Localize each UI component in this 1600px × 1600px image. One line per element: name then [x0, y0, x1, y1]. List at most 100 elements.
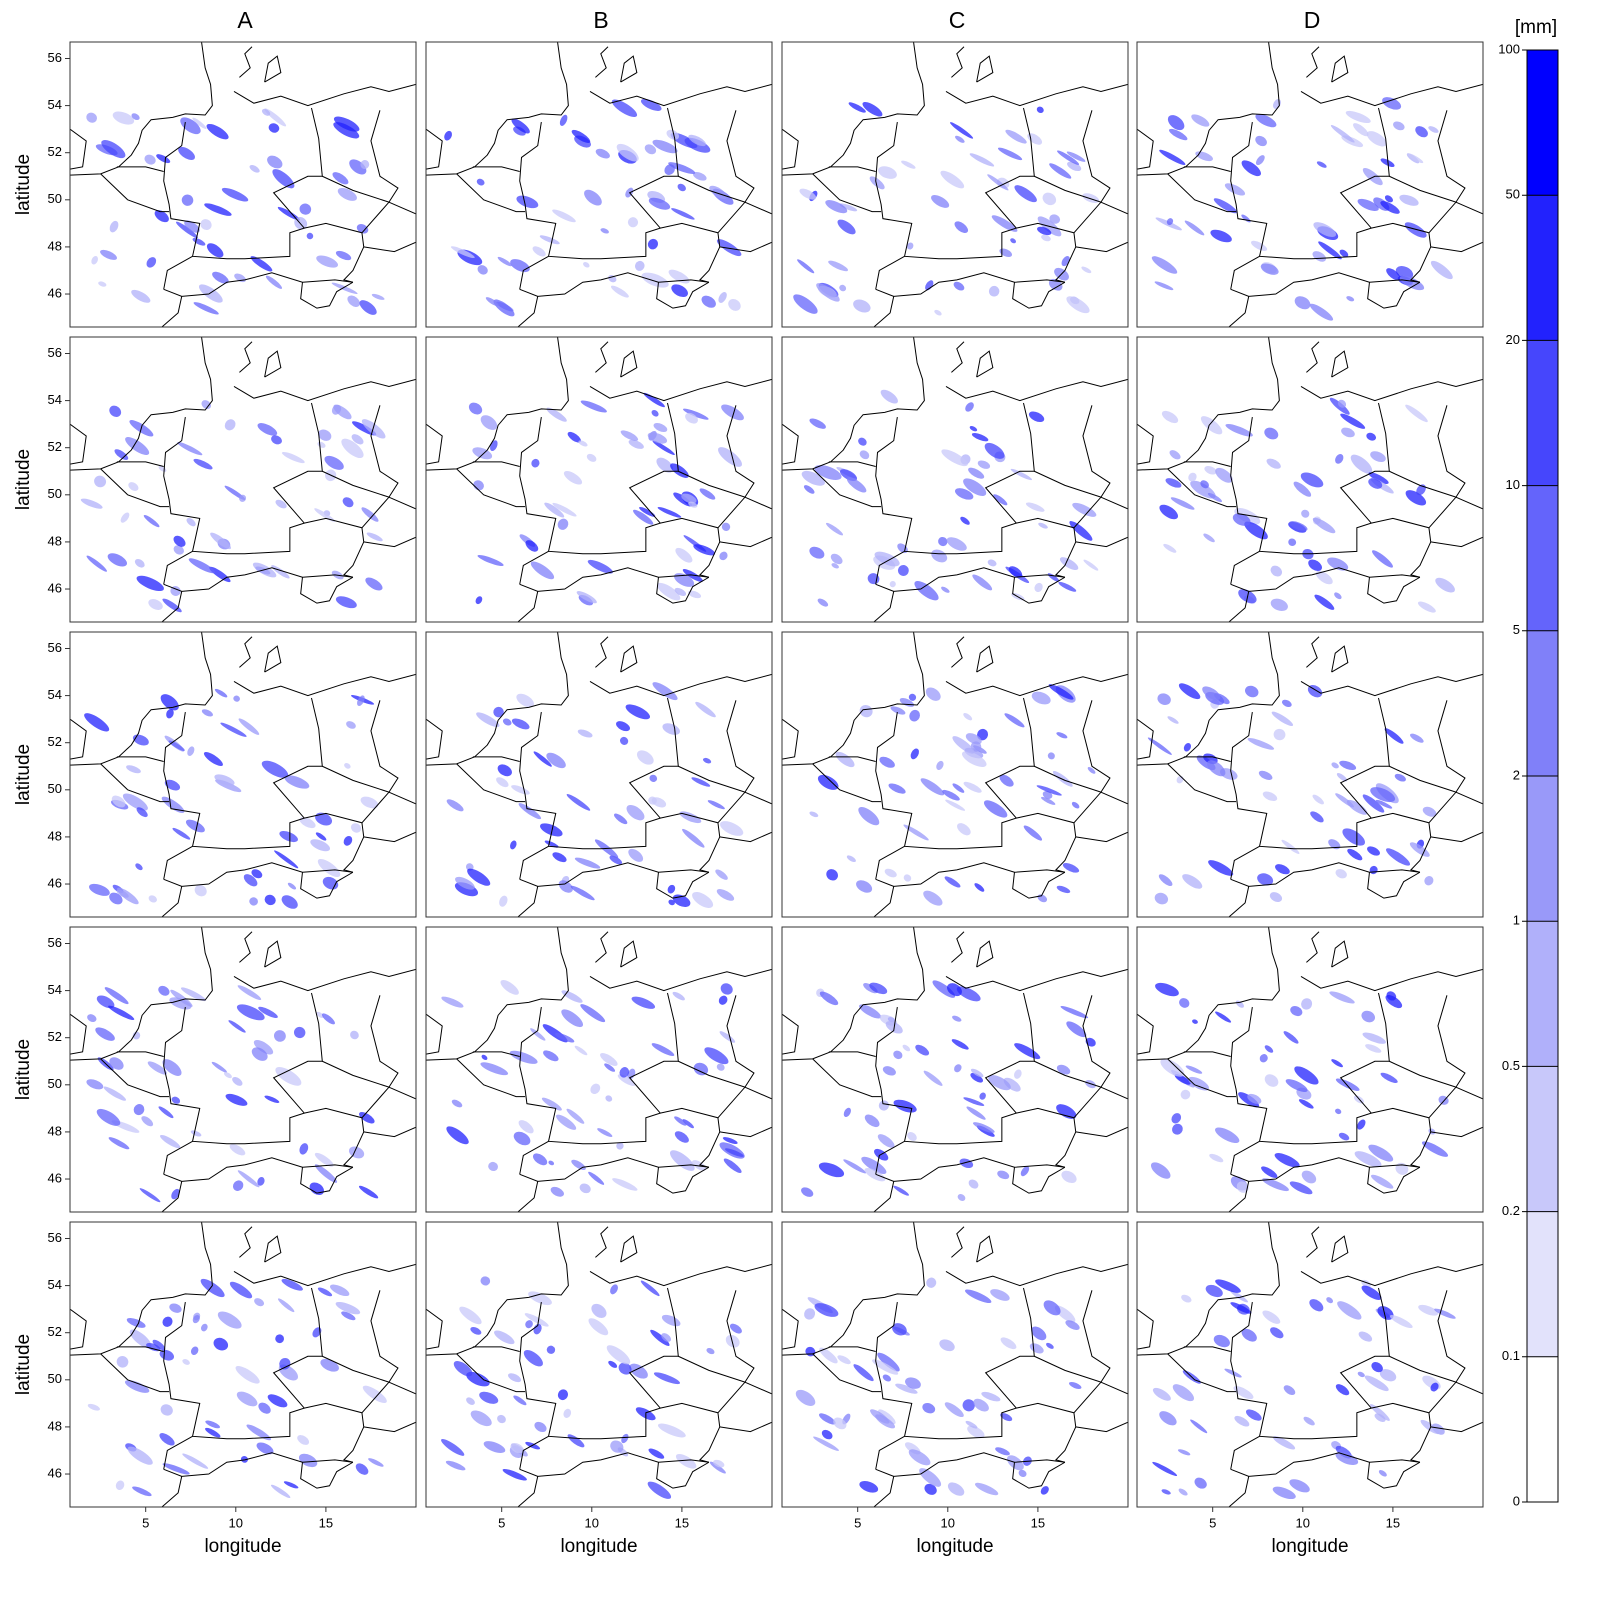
rain-cell: [1224, 183, 1246, 196]
rain-cell: [534, 1421, 547, 1433]
rain-cell: [135, 863, 143, 871]
rain-cell: [108, 1137, 130, 1150]
rain-cell: [903, 874, 912, 882]
rain-cell: [1209, 1153, 1224, 1163]
panel-frame: [1136, 336, 1484, 623]
border: [161, 1476, 183, 1507]
y-tick-label: 50: [48, 1371, 62, 1386]
rain-cell: [1062, 863, 1080, 873]
rain-cell: [1264, 1074, 1279, 1087]
rain-cell: [1370, 787, 1396, 803]
rain-cell: [528, 1291, 552, 1306]
rain-cell: [843, 1159, 867, 1174]
rain-cell: [695, 701, 716, 718]
rain-cell: [640, 1280, 660, 1297]
border: [589, 83, 772, 107]
rain-cell: [494, 1330, 515, 1345]
border: [100, 763, 170, 803]
rain-cell: [1210, 229, 1232, 243]
border: [519, 845, 549, 880]
rain-cell: [1308, 559, 1322, 572]
rain-cell: [513, 1131, 531, 1146]
rain-cell: [1289, 521, 1308, 531]
rain-cell: [987, 174, 1009, 191]
rain-cell: [315, 812, 333, 826]
rain-cell: [1034, 582, 1043, 593]
rain-cell: [1266, 458, 1281, 469]
rain-cell: [477, 554, 504, 566]
rain-cell: [184, 220, 200, 233]
rain-cell: [298, 1453, 318, 1468]
x-tick-label: 5: [854, 1515, 861, 1530]
rain-cell: [1294, 1066, 1319, 1085]
border: [426, 42, 569, 176]
rain-cell: [525, 1320, 533, 1329]
rain-cell: [552, 209, 576, 223]
border: [264, 350, 282, 378]
border: [726, 995, 755, 1088]
border: [1371, 175, 1457, 234]
rain-cell: [314, 508, 336, 522]
border: [300, 1166, 354, 1194]
border: [370, 700, 399, 793]
border: [1306, 341, 1320, 373]
border: [660, 470, 746, 529]
x-tick-label: 15: [675, 1515, 689, 1530]
border: [1306, 931, 1320, 963]
rain-cell: [652, 440, 675, 456]
border: [519, 550, 549, 585]
border: [363, 536, 416, 548]
rain-cell: [299, 817, 316, 829]
border: [1054, 232, 1077, 283]
y-tick-label: 48: [48, 533, 62, 548]
y-axis-label: latitude: [13, 449, 34, 510]
rain-cell: [604, 1063, 616, 1072]
rain-cell: [287, 882, 297, 890]
border: [1455, 1086, 1483, 1100]
rain-cell: [1357, 1119, 1366, 1130]
rain-cell: [1230, 1290, 1249, 1303]
rain-cell: [1338, 1132, 1350, 1141]
rain-cell: [249, 165, 260, 173]
rain-cell: [1418, 1304, 1439, 1316]
border: [300, 281, 354, 309]
rain-cell: [1357, 198, 1379, 211]
rain-cell: [877, 1352, 900, 1372]
border: [1230, 845, 1260, 880]
rain-cell: [126, 765, 141, 774]
rain-cell: [1056, 732, 1068, 739]
border: [163, 550, 193, 585]
rain-cell: [674, 587, 687, 596]
rain-cell: [915, 1044, 930, 1056]
rain-cell: [920, 778, 945, 796]
border: [660, 175, 746, 234]
border: [589, 673, 772, 697]
border: [388, 496, 416, 510]
rain-cell: [657, 1423, 686, 1438]
rain-cell: [1190, 1419, 1208, 1434]
panel-frame: [425, 1221, 773, 1508]
border: [1230, 402, 1390, 555]
rain-cell: [1362, 168, 1383, 186]
border: [342, 1117, 365, 1168]
rain-cell: [869, 982, 888, 995]
rain-cell: [861, 1156, 887, 1175]
border: [656, 281, 710, 309]
border: [1306, 46, 1320, 78]
rain-cell: [729, 1323, 742, 1334]
rain-cell: [1259, 1054, 1268, 1063]
x-axis-label: longitude: [1271, 1536, 1348, 1557]
rain-cell: [148, 599, 163, 610]
rain-cell: [946, 537, 967, 551]
rain-cell: [101, 139, 126, 159]
rain-cell: [610, 1284, 618, 1295]
rain-cell: [331, 404, 342, 415]
x-tick-label: 5: [142, 1515, 149, 1530]
rain-cell: [656, 457, 674, 473]
rain-cell: [299, 203, 312, 215]
colorbar-label: 20: [1506, 332, 1520, 347]
rain-cell: [556, 1114, 577, 1130]
rain-cell: [609, 855, 623, 865]
rain-cell: [1327, 557, 1349, 571]
rain-cell: [1389, 1314, 1413, 1329]
